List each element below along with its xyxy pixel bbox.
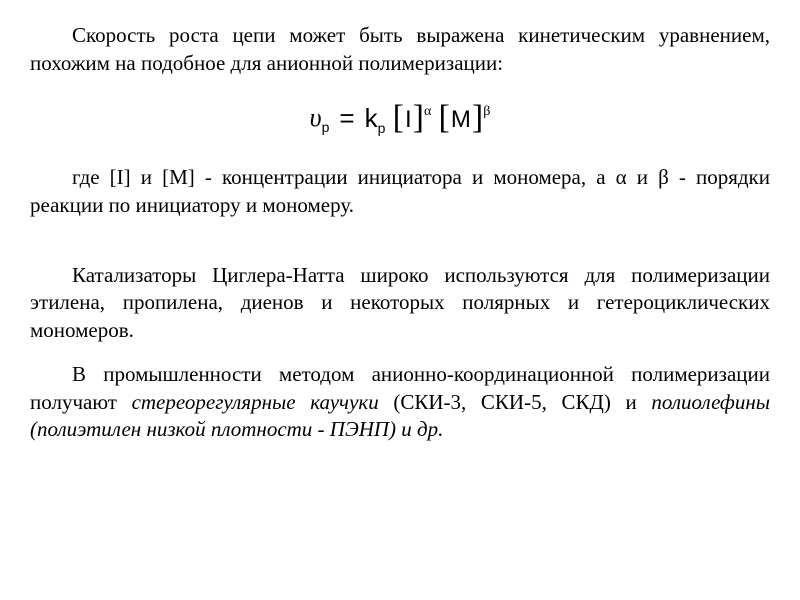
nu-sub: p: [322, 119, 330, 135]
bracket-close: ]: [413, 99, 424, 136]
equation-block: υp = kp [I]α [M]β: [30, 95, 770, 140]
eq-rhs: kp [I]α [M]β: [365, 95, 491, 140]
exp-alpha: α: [424, 104, 431, 119]
k-sub: p: [378, 120, 386, 136]
spacer: [30, 236, 770, 262]
bracket-open: [: [439, 99, 450, 136]
p4-italic-b: стереорегулярные каучуки: [132, 390, 379, 414]
nu-symbol: υ: [310, 103, 322, 132]
var-M: M: [450, 106, 472, 133]
bracket-open: [: [393, 99, 404, 136]
paragraph-industry: В промышленности методом анионно-координ…: [30, 361, 770, 444]
var-I: I: [404, 106, 413, 133]
p4-run-c: (СКИ-3, СКИ-5, СКД) и: [379, 390, 652, 414]
paragraph-catalysts: Катализаторы Циглера-Натта широко исполь…: [30, 262, 770, 345]
bracket-close: ]: [472, 99, 483, 136]
paragraph-intro: Скорость роста цепи может быть выражена …: [30, 22, 770, 77]
equals-sign: =: [339, 101, 354, 135]
rate-equation: υp = kp [I]α [M]β: [310, 95, 491, 140]
paragraph-where: где [I] и [M] - концентрации инициатора …: [30, 164, 770, 219]
k-symbol: k: [365, 103, 378, 133]
eq-lhs: υp: [310, 100, 330, 136]
exp-beta: β: [483, 104, 490, 119]
document-page: Скорость роста цепи может быть выражена …: [0, 0, 800, 600]
